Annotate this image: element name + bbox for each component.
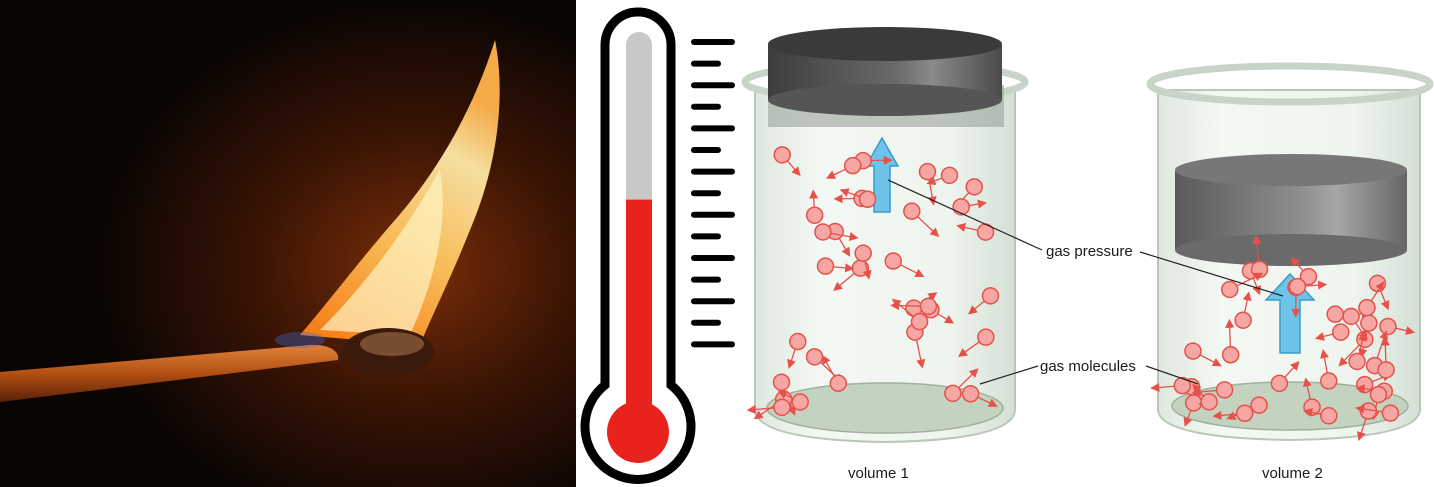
gas-molecule <box>1368 274 1387 293</box>
gas-molecule <box>1331 323 1350 341</box>
gas-molecule <box>961 385 980 403</box>
gas-molecule <box>981 287 1000 305</box>
gas-molecule <box>1342 307 1360 326</box>
gas-molecule <box>1369 385 1388 404</box>
gas-molecule <box>1377 361 1395 379</box>
gas-molecule <box>816 257 835 275</box>
burning-match-photo <box>0 0 576 487</box>
gas-molecule <box>1215 381 1234 399</box>
gas-molecules-jar-1 <box>746 146 1000 420</box>
thermometer <box>580 7 735 484</box>
gas-molecule <box>814 223 832 241</box>
gas-molecules-jar-2 <box>1150 234 1416 442</box>
gas-molecule <box>805 206 824 224</box>
gas-molecule <box>1299 267 1318 286</box>
gas-molecule <box>843 156 862 175</box>
jar-2-rim <box>1146 62 1434 106</box>
gas-molecule <box>1360 314 1378 332</box>
gas-molecule <box>805 348 824 366</box>
gas-molecule <box>940 166 959 185</box>
gas-molecule <box>965 178 984 196</box>
gas-molecules-label: gas molecules <box>1040 358 1136 375</box>
gas-molecule <box>1235 404 1254 423</box>
gas-molecule <box>791 393 809 411</box>
piston-1 <box>768 27 1004 127</box>
volume-1-label: volume 1 <box>848 465 909 482</box>
gas-molecule <box>1221 346 1240 364</box>
gas-molecule <box>1381 404 1400 422</box>
gas-molecule <box>977 328 995 346</box>
jar-volume-1 <box>741 27 1029 444</box>
gas-molecule <box>1355 375 1374 394</box>
gas-molecule <box>952 198 970 216</box>
callouts: gas pressure gas molecules volume 1 volu… <box>848 179 1323 482</box>
gas-molecule <box>1320 407 1338 425</box>
gas-molecule <box>919 297 938 316</box>
gas-molecule <box>1173 376 1191 395</box>
gas-molecule <box>944 384 962 403</box>
jar-volume-2 <box>1146 62 1434 442</box>
gas-molecule <box>858 190 877 209</box>
gas-molecule <box>1356 330 1374 349</box>
gas-molecule <box>772 373 791 391</box>
gas-molecule <box>773 146 791 164</box>
gas-molecule <box>1184 342 1202 360</box>
gas-molecule <box>1250 396 1268 414</box>
gas-molecule <box>1200 393 1218 411</box>
match-stick <box>0 344 339 402</box>
gas-molecule <box>1319 372 1338 390</box>
gas-molecule <box>918 162 937 181</box>
volume-2-label: volume 2 <box>1262 465 1323 482</box>
piston-2 <box>1175 154 1407 266</box>
gas-molecule <box>1358 298 1376 317</box>
gas-pressure-label: gas pressure <box>1046 243 1133 260</box>
gas-molecule <box>1270 374 1289 393</box>
gas-molecule <box>829 374 848 393</box>
gas-molecule <box>903 202 921 220</box>
gas-molecule <box>884 252 902 270</box>
thermometer-scale <box>691 39 735 348</box>
gas-molecule <box>1379 317 1397 336</box>
gas-molecule <box>1234 311 1252 329</box>
flame <box>300 40 500 345</box>
gas-molecule <box>773 398 791 417</box>
gas-molecule <box>910 312 929 331</box>
gas-molecule <box>1326 305 1344 323</box>
gas-molecule <box>1348 352 1366 371</box>
gas-molecule <box>1288 277 1307 296</box>
gas-molecule <box>1220 280 1239 299</box>
gas-molecule <box>854 244 872 262</box>
thermometer-bulb <box>607 401 669 463</box>
gas-molecule <box>789 332 807 351</box>
thermometer-mercury <box>626 199 652 413</box>
